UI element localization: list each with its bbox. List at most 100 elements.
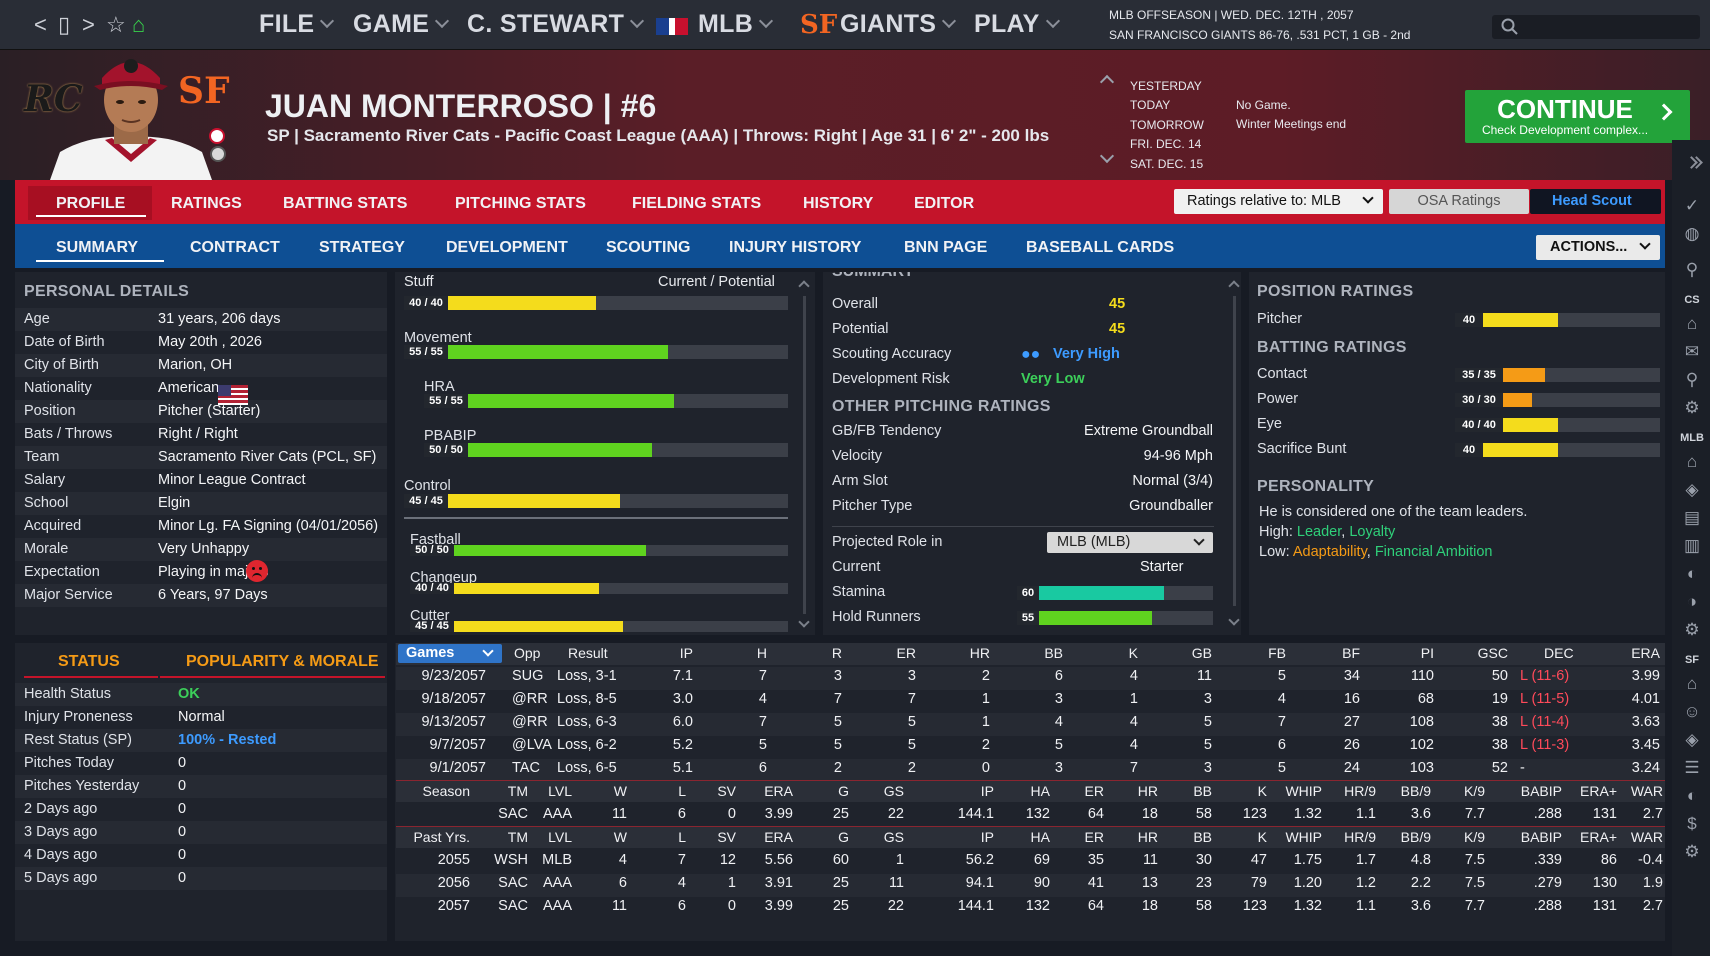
tab-popularity-morale[interactable]: POPULARITY & MORALE (160, 648, 385, 678)
shield-icon[interactable]: ◈ (1685, 730, 1699, 749)
pitcher-rating-value: 40 (1455, 313, 1483, 327)
scrollbar[interactable] (803, 296, 806, 614)
personal-value: Minor Lg. FA Signing (04/01/2056) (158, 518, 379, 534)
games-select[interactable]: Games (398, 644, 502, 663)
stats-column-header: BB/9 (1400, 829, 1431, 845)
row-stripe (15, 775, 387, 798)
stats-cell: MLB (542, 852, 572, 868)
other-rating-label: Velocity (832, 448, 882, 464)
ratings-relative-select[interactable]: Ratings relative to: MLB (1174, 189, 1383, 214)
star-icon[interactable]: ☆ (106, 12, 126, 37)
stats-cell: SAC (498, 806, 528, 822)
stats-cell: 23 (1195, 875, 1212, 891)
baseball-icon[interactable]: ◐ (1686, 564, 1698, 583)
home-icon[interactable]: ⌂ (1686, 314, 1698, 333)
list-icon[interactable]: ☰ (1684, 758, 1700, 777)
stats-cell: 11 (888, 875, 904, 891)
trait-separator: , (1366, 544, 1375, 560)
tab-profile[interactable]: PROFILE (56, 195, 126, 212)
schedule-event: Winter Meetings end (1236, 117, 1347, 132)
tab-history[interactable]: HISTORY (803, 195, 874, 212)
chart-icon[interactable]: ▥ (1683, 536, 1701, 555)
games-cell: 5 (1277, 760, 1286, 776)
gear-icon[interactable]: ⚙ (1684, 398, 1700, 417)
player-header (0, 50, 1710, 180)
back-arrow-icon[interactable]: < (34, 12, 47, 37)
scrollbar[interactable] (1233, 296, 1236, 606)
search-input[interactable] (1492, 15, 1700, 39)
chevron-down-icon (942, 13, 957, 29)
tab-summary[interactable]: SUMMARY (56, 239, 139, 256)
table-row (396, 667, 1665, 690)
row-stripe (15, 867, 387, 890)
tab-ratings[interactable]: RATINGS (171, 195, 242, 212)
games-cell: 5 (833, 714, 842, 730)
tab-pitching-stats[interactable]: PITCHING STATS (455, 195, 586, 212)
pitch-type-label: Fastball (410, 532, 461, 548)
stats-cell: 7.5 (1464, 852, 1485, 868)
sidebar-sf[interactable]: SF (1684, 654, 1700, 666)
tab-baseball-cards[interactable]: BASEBALL CARDS (1026, 239, 1175, 256)
stats-column-header: G (838, 783, 849, 799)
stats-column-header: ER (1084, 783, 1104, 799)
row-stripe (15, 584, 387, 607)
sidebar-mlb[interactable]: MLB (1680, 432, 1704, 444)
gear-icon[interactable]: ⚙ (1684, 620, 1700, 639)
sidebar-cs[interactable]: CS (1684, 294, 1700, 306)
window-icon[interactable]: ▯ (58, 12, 71, 37)
continue-button[interactable]: CONTINUE Check Development complex... (1465, 90, 1690, 143)
menu-manager[interactable]: C. STEWART (467, 10, 645, 39)
games-cell: 4 (1277, 691, 1286, 707)
tab-fielding-stats[interactable]: FIELDING STATS (632, 195, 762, 212)
mail-icon[interactable]: ✉ (1684, 342, 1700, 361)
shield-icon[interactable]: ◈ (1685, 480, 1699, 499)
home-icon[interactable]: ⌂ (1686, 674, 1698, 693)
hold-runners-bar: 55 (1017, 611, 1213, 625)
games-cell: 110 (1410, 668, 1434, 684)
menu-mlb[interactable]: MLB (698, 10, 774, 39)
tab-status[interactable]: STATUS (24, 648, 158, 678)
tab-bnn-page[interactable]: BNN PAGE (904, 239, 988, 256)
menu-play[interactable]: PLAY (974, 10, 1060, 39)
menu-file[interactable]: FILE (259, 10, 335, 39)
tab-scouting[interactable]: SCOUTING (606, 239, 691, 256)
stats-cell: 12 (719, 852, 736, 868)
stats-column-header: BB (1193, 829, 1212, 845)
baseball-icon[interactable]: ◐ (1686, 786, 1698, 805)
home-icon[interactable]: ⌂ (132, 12, 146, 37)
home-icon[interactable]: ⌂ (1686, 452, 1698, 471)
tab-development[interactable]: DEVELOPMENT (446, 239, 568, 256)
globe-icon[interactable]: ◍ (1684, 224, 1700, 243)
tab-contract[interactable]: CONTRACT (190, 239, 280, 256)
people-icon[interactable]: ☺ (1683, 702, 1701, 721)
search-icon[interactable]: ⚲ (1685, 370, 1699, 389)
check-icon[interactable]: ✓ (1684, 196, 1700, 215)
gear-icon[interactable]: ⚙ (1684, 842, 1700, 861)
pin-icon[interactable]: ⚲ (1685, 260, 1699, 279)
popularity-tab-label: POPULARITY & MORALE (186, 653, 379, 670)
tab-batting-stats[interactable]: BATTING STATS (283, 195, 408, 212)
rating-bar-fill (424, 443, 652, 457)
personal-value: Elgin (158, 495, 191, 511)
actions-button[interactable]: ACTIONS... (1536, 235, 1660, 260)
tab-strategy[interactable]: STRATEGY (319, 239, 405, 256)
batting-rating-value: 30 / 30 (1455, 393, 1503, 407)
tab-injury-history[interactable]: INJURY HISTORY (729, 239, 862, 256)
baseball-icon[interactable]: ◑ (1686, 592, 1698, 611)
stats-column-header: HR (1137, 783, 1158, 799)
tab-editor[interactable]: EDITOR (914, 195, 975, 212)
osa-ratings-button[interactable]: OSA Ratings (1389, 189, 1529, 214)
batting-ratings-title: BATTING RATINGS (1257, 339, 1407, 356)
divider (404, 517, 788, 519)
menu-game[interactable]: GAME (353, 10, 450, 39)
menu-giants[interactable]: GIANTS (840, 10, 957, 39)
forward-arrow-icon[interactable]: > (82, 12, 95, 37)
stats-cell: 6 (677, 898, 686, 914)
potential-value: 45 (1109, 321, 1126, 337)
projected-role-select[interactable]: MLB (MLB) (1047, 532, 1213, 553)
head-scout-button[interactable]: Head Scout (1530, 189, 1661, 214)
money-icon[interactable]: $ (1687, 814, 1697, 833)
news-icon[interactable]: ▤ (1683, 508, 1701, 527)
games-cell: TAC (512, 760, 540, 776)
stats-cell: .339 (1533, 852, 1562, 868)
